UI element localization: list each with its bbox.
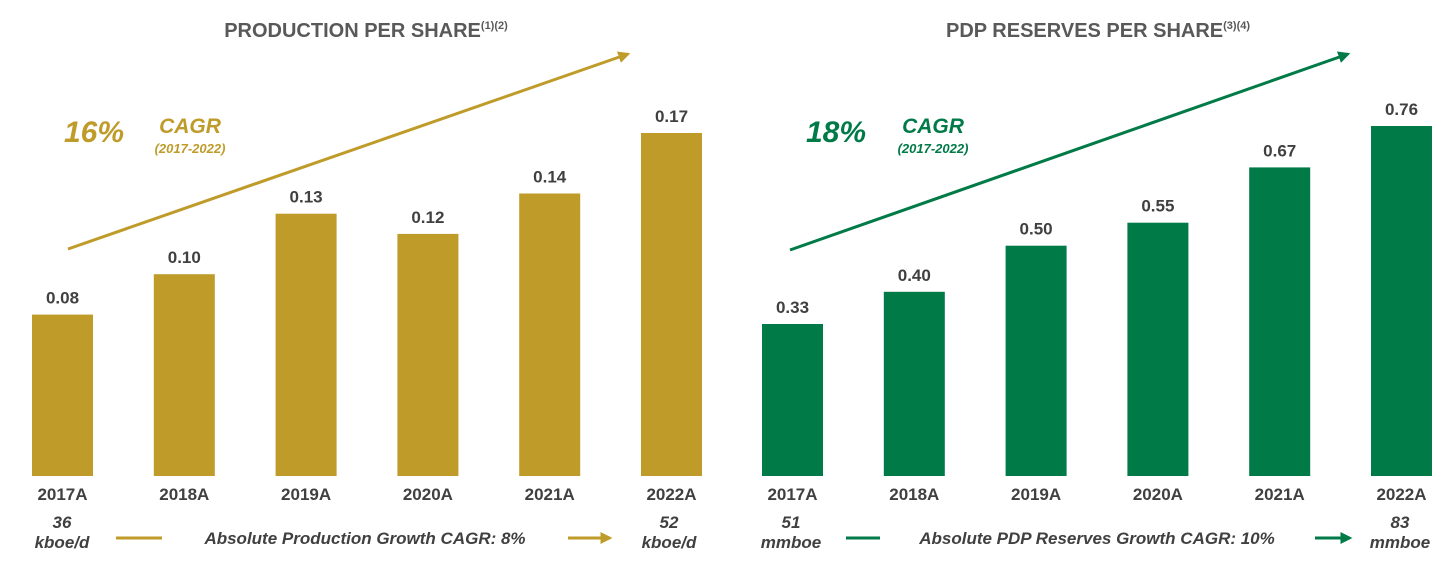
bar-2018A [883, 291, 945, 476]
category-label: 2017A [767, 485, 817, 504]
bar-2020A [1127, 222, 1189, 476]
value-label: 0.50 [1020, 220, 1053, 239]
bar-2022A [1371, 126, 1432, 476]
bar-2017A [32, 314, 93, 476]
category-label: 2022A [1376, 485, 1426, 504]
category-label: 2018A [159, 485, 209, 504]
cagr-label: CAGR [159, 115, 222, 138]
end-value: 83 [1391, 513, 1410, 532]
value-label: 0.40 [898, 266, 931, 285]
bar-2021A [1249, 167, 1311, 476]
bar-2019A [1005, 245, 1067, 476]
end-unit: mmboe [1370, 533, 1430, 552]
bar-2017A [762, 324, 823, 476]
bar-2021A [519, 193, 581, 476]
cagr-trend-arrow [789, 51, 1351, 252]
category-label: 2018A [889, 485, 939, 504]
chart-title-footnote: (1)(2) [481, 20, 508, 32]
cagr-percent: 16% [64, 116, 124, 149]
growth-cagr-text: Absolute PDP Reserves Growth CAGR: 10% [918, 529, 1275, 548]
cagr-label: CAGR [902, 115, 965, 138]
value-label: 0.76 [1385, 100, 1418, 119]
chart-title: PDP RESERVES PER SHARE(3)(4) [946, 20, 1250, 42]
end-value: 52 [660, 513, 679, 532]
value-label: 0.13 [290, 188, 323, 207]
category-label-group: 2017A 2018A 2019A 2020A 2021A 2022A [37, 485, 696, 504]
chart-footer: 36 kboe/d Absolute Production Growth CAGR… [35, 513, 697, 552]
value-label: 0.33 [776, 298, 809, 317]
chart-title-text: PDP RESERVES PER SHARE [946, 20, 1223, 42]
value-label: 0.67 [1263, 141, 1296, 160]
cagr-period: (2017-2022) [898, 141, 969, 156]
cagr-period: (2017-2022) [155, 141, 226, 156]
value-label-group: 0.33 0.40 0.50 0.55 0.67 0.76 [776, 100, 1418, 317]
start-absolute-value: 51 mmboe [761, 513, 821, 552]
start-unit: mmboe [761, 533, 821, 552]
start-unit: kboe/d [35, 533, 90, 552]
category-label: 2021A [525, 485, 575, 504]
end-absolute-value: 83 mmboe [1370, 513, 1430, 552]
value-label: 0.08 [46, 289, 79, 308]
production-per-share-chart: PRODUCTION PER SHARE(1)(2) 16% CAGR (201… [32, 20, 702, 552]
bar-series [32, 133, 702, 476]
end-unit: kboe/d [642, 533, 697, 552]
cagr-percent: 18% [806, 116, 866, 149]
category-label: 2020A [1133, 485, 1183, 504]
bar-2019A [275, 213, 337, 476]
start-value: 36 [53, 513, 72, 532]
bar-series [762, 126, 1432, 476]
bar-2020A [397, 233, 459, 476]
growth-cagr-text: Absolute Production Growth CAGR: 8% [203, 529, 525, 548]
chart-footer: 51 mmboe Absolute PDP Reserves Growth CAG… [761, 513, 1430, 552]
value-label: 0.55 [1141, 197, 1174, 216]
category-label: 2022A [646, 485, 696, 504]
pdp-reserves-per-share-chart: PDP RESERVES PER SHARE(3)(4) 18% CAGR (2… [761, 20, 1432, 552]
bar-2018A [153, 274, 215, 476]
value-label: 0.17 [655, 107, 688, 126]
value-label: 0.10 [168, 248, 201, 267]
start-value: 51 [782, 513, 801, 532]
start-absolute-value: 36 kboe/d [35, 513, 90, 552]
bar-2022A [641, 133, 702, 476]
category-label: 2020A [403, 485, 453, 504]
value-label-group: 0.08 0.10 0.13 0.12 0.14 0.17 [46, 107, 688, 308]
chart-title-footnote: (3)(4) [1223, 20, 1250, 32]
category-label: 2019A [281, 485, 331, 504]
chart-title-text: PRODUCTION PER SHARE [224, 20, 481, 42]
category-label: 2017A [37, 485, 87, 504]
value-label: 0.14 [533, 168, 567, 187]
category-label: 2021A [1255, 485, 1305, 504]
chart-title: PRODUCTION PER SHARE(1)(2) [224, 20, 508, 42]
category-label-group: 2017A 2018A 2019A 2020A 2021A 2022A [767, 485, 1426, 504]
end-absolute-value: 52 kboe/d [642, 513, 697, 552]
cagr-trend-arrow [67, 51, 631, 251]
category-label: 2019A [1011, 485, 1061, 504]
value-label: 0.12 [411, 208, 444, 227]
